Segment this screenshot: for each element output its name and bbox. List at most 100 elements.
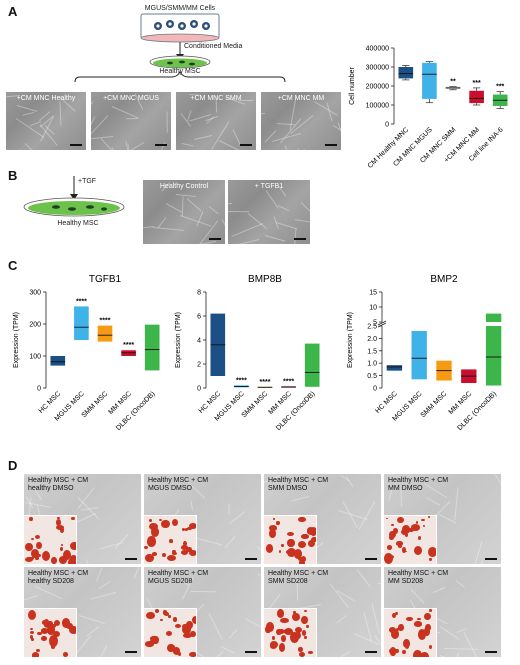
mineral-deposit xyxy=(301,630,307,636)
scale-bar xyxy=(485,651,497,653)
schematic-b xyxy=(23,176,125,217)
schematic-a xyxy=(74,13,286,83)
y-axis-label: Expression (TPM) xyxy=(175,312,182,368)
cell-texture xyxy=(336,615,347,625)
mineral-deposit xyxy=(34,534,41,539)
cell-texture xyxy=(261,113,266,116)
micrograph-d8: Healthy MSC + CM MM SD208 xyxy=(384,567,501,657)
mineral-deposit xyxy=(423,627,431,637)
micrograph-d2: Healthy MSC + CM MGUS DMSO xyxy=(144,474,261,564)
cell-texture xyxy=(228,503,230,515)
y-tick-label: 0.5 xyxy=(367,373,377,380)
micrograph-label: Healthy MSC + CM MM DMSO xyxy=(388,477,449,492)
cell-texture xyxy=(257,574,261,582)
cell-texture xyxy=(190,591,216,593)
significance-label: **** xyxy=(76,298,87,305)
mineral-deposit xyxy=(429,644,433,649)
mineral-deposit xyxy=(264,626,271,633)
cell-texture xyxy=(276,122,295,125)
mineral-deposit xyxy=(411,524,421,531)
mineral-deposit xyxy=(425,624,431,632)
mineral-deposit xyxy=(63,652,69,657)
mineral-deposit xyxy=(404,533,408,538)
mineral-deposit xyxy=(36,554,41,557)
cell-texture xyxy=(294,219,310,225)
cell-texture xyxy=(340,650,351,657)
y-tick-label: 0 xyxy=(385,122,389,129)
mineral-deposit xyxy=(66,622,73,630)
mineral-deposit xyxy=(46,625,56,635)
cell-texture xyxy=(313,101,338,116)
mineral-deposit xyxy=(389,531,396,539)
mineral-deposit xyxy=(167,555,176,562)
alizarin-inset xyxy=(144,608,197,657)
mineral-deposit xyxy=(406,616,413,622)
cell-texture xyxy=(130,142,145,150)
cell-texture xyxy=(111,147,118,150)
mineral-deposit xyxy=(278,549,281,553)
cell-texture xyxy=(454,651,460,657)
cell-texture xyxy=(182,143,195,147)
mineral-deposit xyxy=(272,518,276,521)
cell-texture xyxy=(165,202,182,213)
mineral-deposit xyxy=(398,623,404,631)
mineral-deposit xyxy=(402,639,410,648)
panel-letter-b: B xyxy=(8,168,18,183)
mineral-deposit xyxy=(51,557,57,564)
mineral-deposit xyxy=(60,543,63,547)
mineral-deposit xyxy=(283,627,293,635)
cell-texture xyxy=(166,111,169,133)
scale-bar xyxy=(125,558,137,560)
scale-bar xyxy=(70,144,82,146)
mineral-deposit xyxy=(159,619,163,622)
mineral-deposit xyxy=(277,628,286,634)
cell-texture xyxy=(99,541,124,550)
axis-break-mark xyxy=(377,320,387,326)
mineral-deposit xyxy=(182,540,187,546)
mineral-deposit xyxy=(407,527,414,533)
mineral-deposit xyxy=(68,558,76,564)
mineral-deposit xyxy=(159,518,162,521)
mineral-deposit xyxy=(420,652,429,657)
mineral-deposit xyxy=(389,535,395,540)
cell-texture xyxy=(433,587,446,593)
y-tick-label: 0 xyxy=(373,386,377,393)
mineral-deposit xyxy=(421,518,425,522)
mineral-deposit xyxy=(384,552,393,564)
mineral-deposit xyxy=(305,534,309,538)
mineral-deposit xyxy=(298,647,303,653)
mineral-deposit xyxy=(144,553,154,563)
y-axis-label: Expression (TPM) xyxy=(13,312,20,368)
mineral-deposit xyxy=(428,558,433,561)
mineral-deposit xyxy=(265,544,274,554)
chart-tgfb1: TGFB1 0 100 200 300 Expression (TPM) HC MSC ***… xyxy=(13,274,160,432)
mineral-deposit xyxy=(28,609,37,620)
micrograph-label: Healthy MSC + CM healthy DMSO xyxy=(28,477,89,492)
scale-bar xyxy=(365,558,377,560)
mineral-deposit xyxy=(71,516,76,521)
mineral-deposit xyxy=(59,525,63,529)
mineral-deposit xyxy=(165,631,172,637)
y-tick-label: 2 xyxy=(197,362,201,369)
cell-texture xyxy=(111,105,139,119)
box-3 xyxy=(469,90,484,104)
mineral-deposit xyxy=(25,557,34,563)
alizarin-inset xyxy=(264,515,317,564)
mineral-deposit xyxy=(150,539,154,541)
cell-texture xyxy=(411,589,426,604)
cell-texture xyxy=(228,629,238,640)
mineral-deposit xyxy=(149,518,153,523)
mineral-deposit xyxy=(184,528,189,532)
mineral-deposit xyxy=(395,648,399,653)
mineral-deposit xyxy=(188,549,196,556)
mineral-deposit xyxy=(271,635,276,641)
mineral-deposit xyxy=(424,612,431,620)
alizarin-inset xyxy=(384,515,437,564)
chart-cell-number: 0 100000 200000 300000 400000 Cell number CM H… xyxy=(349,46,508,170)
healthy-msc-label-a: Healthy MSC xyxy=(159,68,201,75)
alizarin-inset xyxy=(264,608,317,657)
panel-letter-c: C xyxy=(8,258,18,273)
mineral-deposit xyxy=(182,624,191,634)
mineral-deposit xyxy=(280,635,286,642)
cell-texture xyxy=(196,211,204,227)
